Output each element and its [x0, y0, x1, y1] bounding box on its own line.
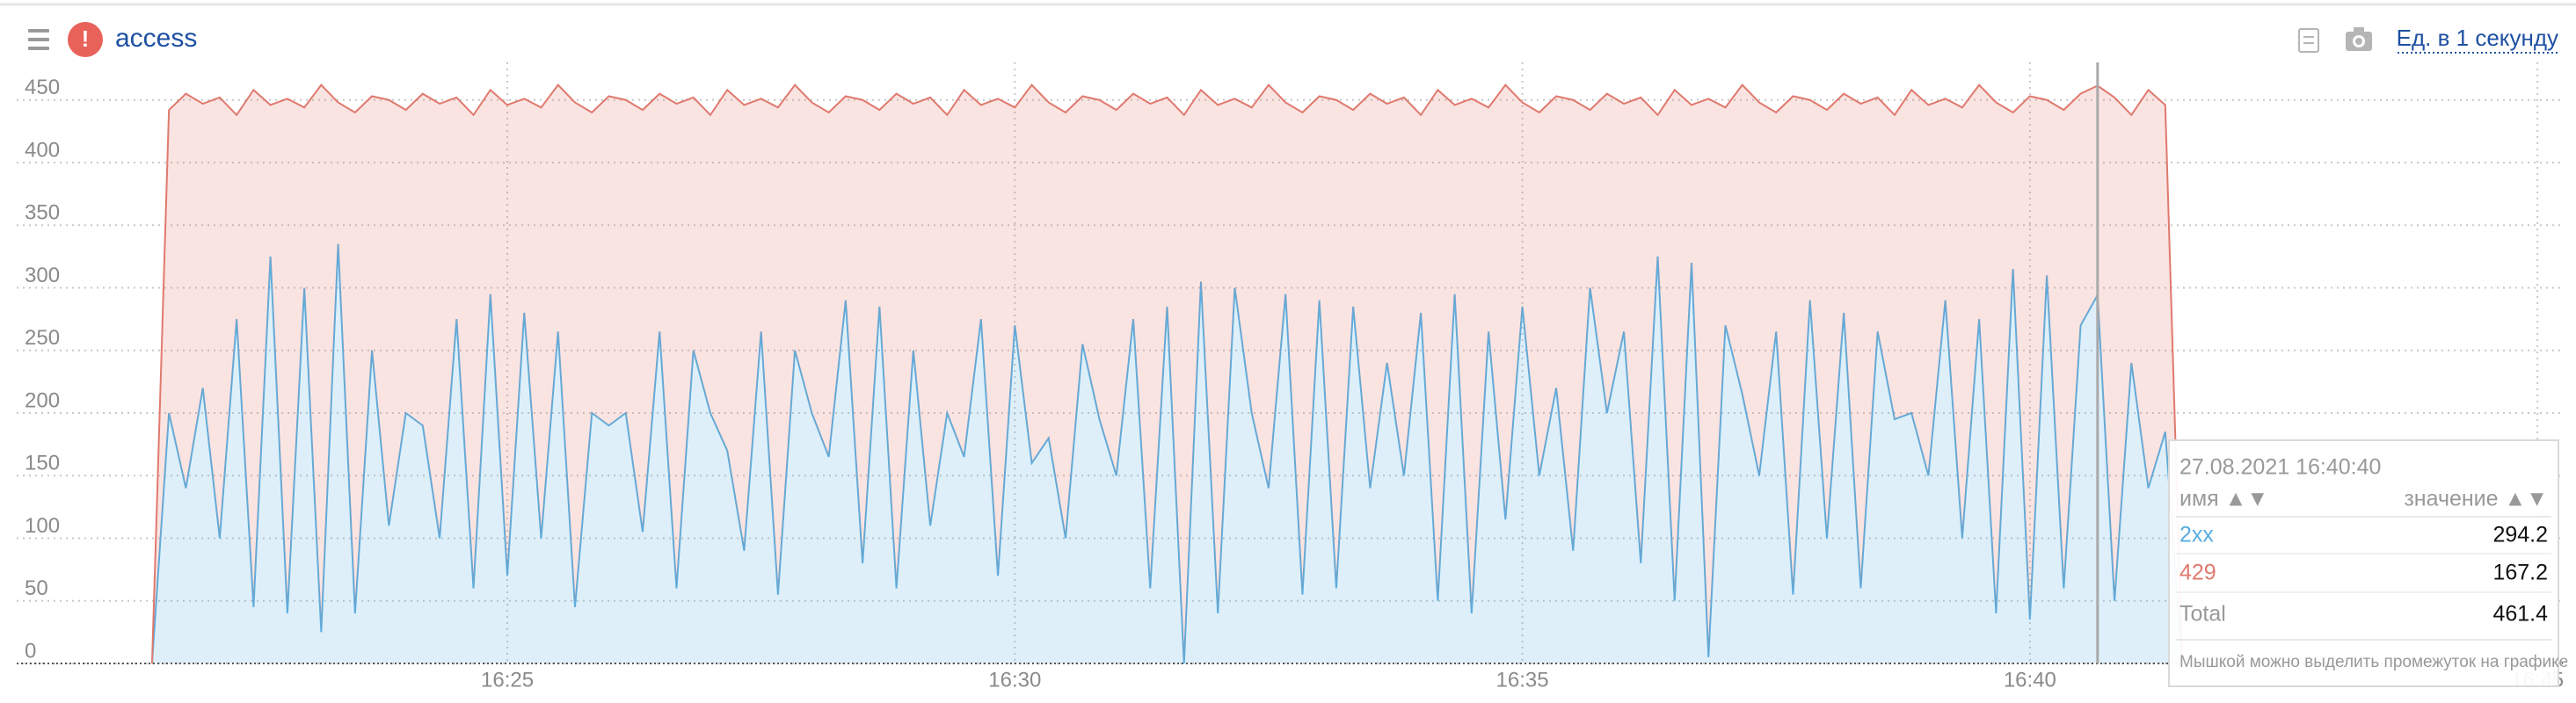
- series-name: 429: [2179, 561, 2216, 585]
- total-value: 461.4: [2492, 602, 2548, 627]
- y-tick-label: 300: [25, 264, 60, 287]
- y-tick-label: 100: [25, 514, 60, 538]
- series-name: 2xx: [2179, 523, 2214, 547]
- y-tick-label: 200: [25, 388, 60, 412]
- y-tick-label: 0: [25, 639, 36, 663]
- area-fill: [151, 243, 2183, 663]
- camera-icon[interactable]: [2346, 27, 2372, 51]
- plot: 0 50 100 150 200 250 300 350 400 450 16:25 16:30 16:…: [17, 62, 2564, 692]
- y-tick-label: 350: [25, 201, 60, 225]
- name-header[interactable]: имя ▲▼: [2179, 487, 2268, 511]
- menu-icon[interactable]: [28, 29, 49, 50]
- y-tick-label: 250: [25, 326, 60, 350]
- y-tick-label: 150: [25, 452, 60, 475]
- series-line: [150, 83, 2184, 664]
- x-tick-label: 16:30: [988, 668, 1041, 692]
- y-tick-label: 450: [25, 76, 60, 99]
- y-tick-label: 50: [25, 576, 48, 600]
- x-tick-label: 16:35: [1496, 668, 1549, 692]
- x-tick-label: 16:40: [2004, 668, 2056, 692]
- tooltip-box: [2168, 439, 2559, 687]
- series-value: 294.2: [2492, 523, 2548, 547]
- units-link[interactable]: Ед. в 1 секунду: [2397, 25, 2558, 51]
- tooltip: 27.08.2021 16:40:40 имя ▲▼ значение ▲▼ 2…: [2168, 439, 2568, 687]
- panel-title[interactable]: access: [115, 24, 197, 53]
- alert-mark: !: [82, 25, 90, 52]
- total-label: Total: [2179, 602, 2226, 627]
- export-icon[interactable]: [2298, 28, 2319, 53]
- series-line: [150, 243, 2184, 664]
- x-tick-label: 16:25: [481, 668, 534, 692]
- area-fill: [151, 84, 2183, 663]
- alert-icon: [68, 22, 103, 57]
- tooltip-title: 27.08.2021 16:40:40: [2179, 455, 2381, 480]
- y-tick-label: 400: [25, 138, 60, 162]
- series-value: 167.2: [2492, 561, 2548, 585]
- tooltip-hint: Мышкой можно выделить промежуток на граф…: [2179, 653, 2568, 671]
- value-header[interactable]: значение ▲▼: [2404, 487, 2548, 511]
